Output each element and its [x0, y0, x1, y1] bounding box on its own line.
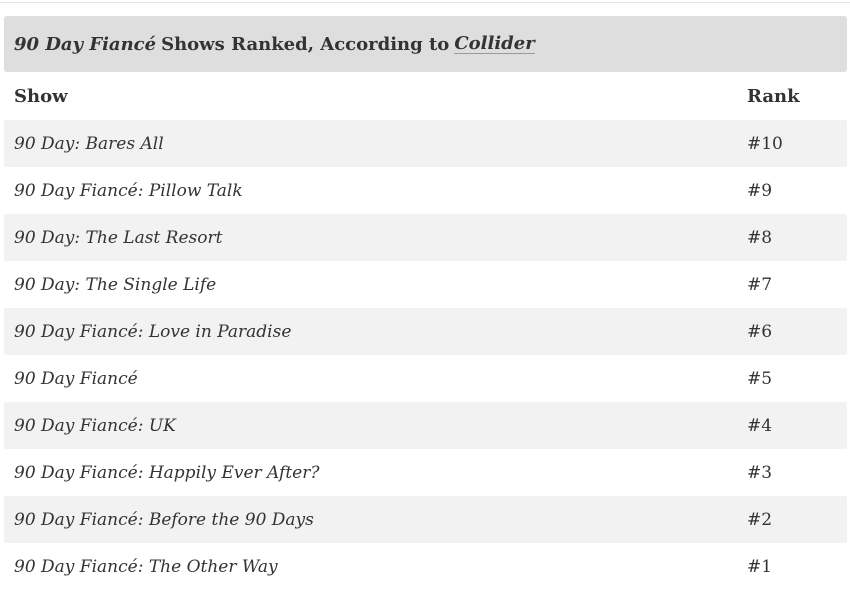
table-row: 90 Day Fiancé: Before the 90 Days #2	[4, 496, 847, 543]
show-cell: 90 Day Fiancé: Before the 90 Days	[14, 509, 314, 530]
table-row: 90 Day Fiancé: Pillow Talk #9	[4, 167, 847, 214]
show-cell: 90 Day Fiancé: The Other Way	[14, 556, 278, 577]
rank-cell: #7	[747, 274, 773, 295]
caption-title-rest: Shows Ranked, According to	[161, 33, 450, 55]
table-row: 90 Day: The Single Life #7	[4, 261, 847, 308]
rank-cell: #8	[747, 227, 773, 248]
rank-cell: #6	[747, 321, 773, 342]
table-body: 90 Day: Bares All #10 90 Day Fiancé: Pil…	[4, 120, 847, 590]
rank-cell: #10	[747, 133, 783, 154]
show-cell: 90 Day: The Last Resort	[14, 227, 223, 248]
rank-cell: #9	[747, 180, 773, 201]
column-header-show: Show	[14, 85, 68, 107]
show-cell: 90 Day Fiancé: Happily Ever After?	[14, 462, 320, 483]
show-cell: 90 Day Fiancé: UK	[14, 415, 176, 436]
column-header-rank: Rank	[747, 85, 800, 107]
show-cell: 90 Day Fiancé	[14, 368, 138, 389]
top-divider	[0, 2, 850, 3]
table-row: 90 Day Fiancé: Love in Paradise #6	[4, 308, 847, 355]
table-row: 90 Day Fiancé: UK #4	[4, 402, 847, 449]
show-cell: 90 Day: The Single Life	[14, 274, 217, 295]
show-cell: 90 Day Fiancé: Love in Paradise	[14, 321, 292, 342]
table-caption: 90 Day Fiancé Shows Ranked, According to…	[4, 16, 847, 72]
rank-cell: #2	[747, 509, 773, 530]
rank-cell: #3	[747, 462, 773, 483]
table-row: 90 Day Fiancé: The Other Way #1	[4, 543, 847, 590]
show-cell: 90 Day: Bares All	[14, 133, 164, 154]
rank-cell: #4	[747, 415, 773, 436]
caption-title-italic: 90 Day Fiancé	[14, 33, 157, 55]
rank-cell: #1	[747, 556, 773, 577]
table-row: 90 Day Fiancé #5	[4, 355, 847, 402]
table-row: 90 Day: Bares All #10	[4, 120, 847, 167]
caption-source-link[interactable]: Collider	[454, 32, 535, 55]
table-header-row: Show Rank	[4, 72, 847, 120]
table-row: 90 Day Fiancé: Happily Ever After? #3	[4, 449, 847, 496]
rankings-table: 90 Day Fiancé Shows Ranked, According to…	[4, 16, 847, 590]
show-cell: 90 Day Fiancé: Pillow Talk	[14, 180, 243, 201]
rank-cell: #5	[747, 368, 773, 389]
table-row: 90 Day: The Last Resort #8	[4, 214, 847, 261]
